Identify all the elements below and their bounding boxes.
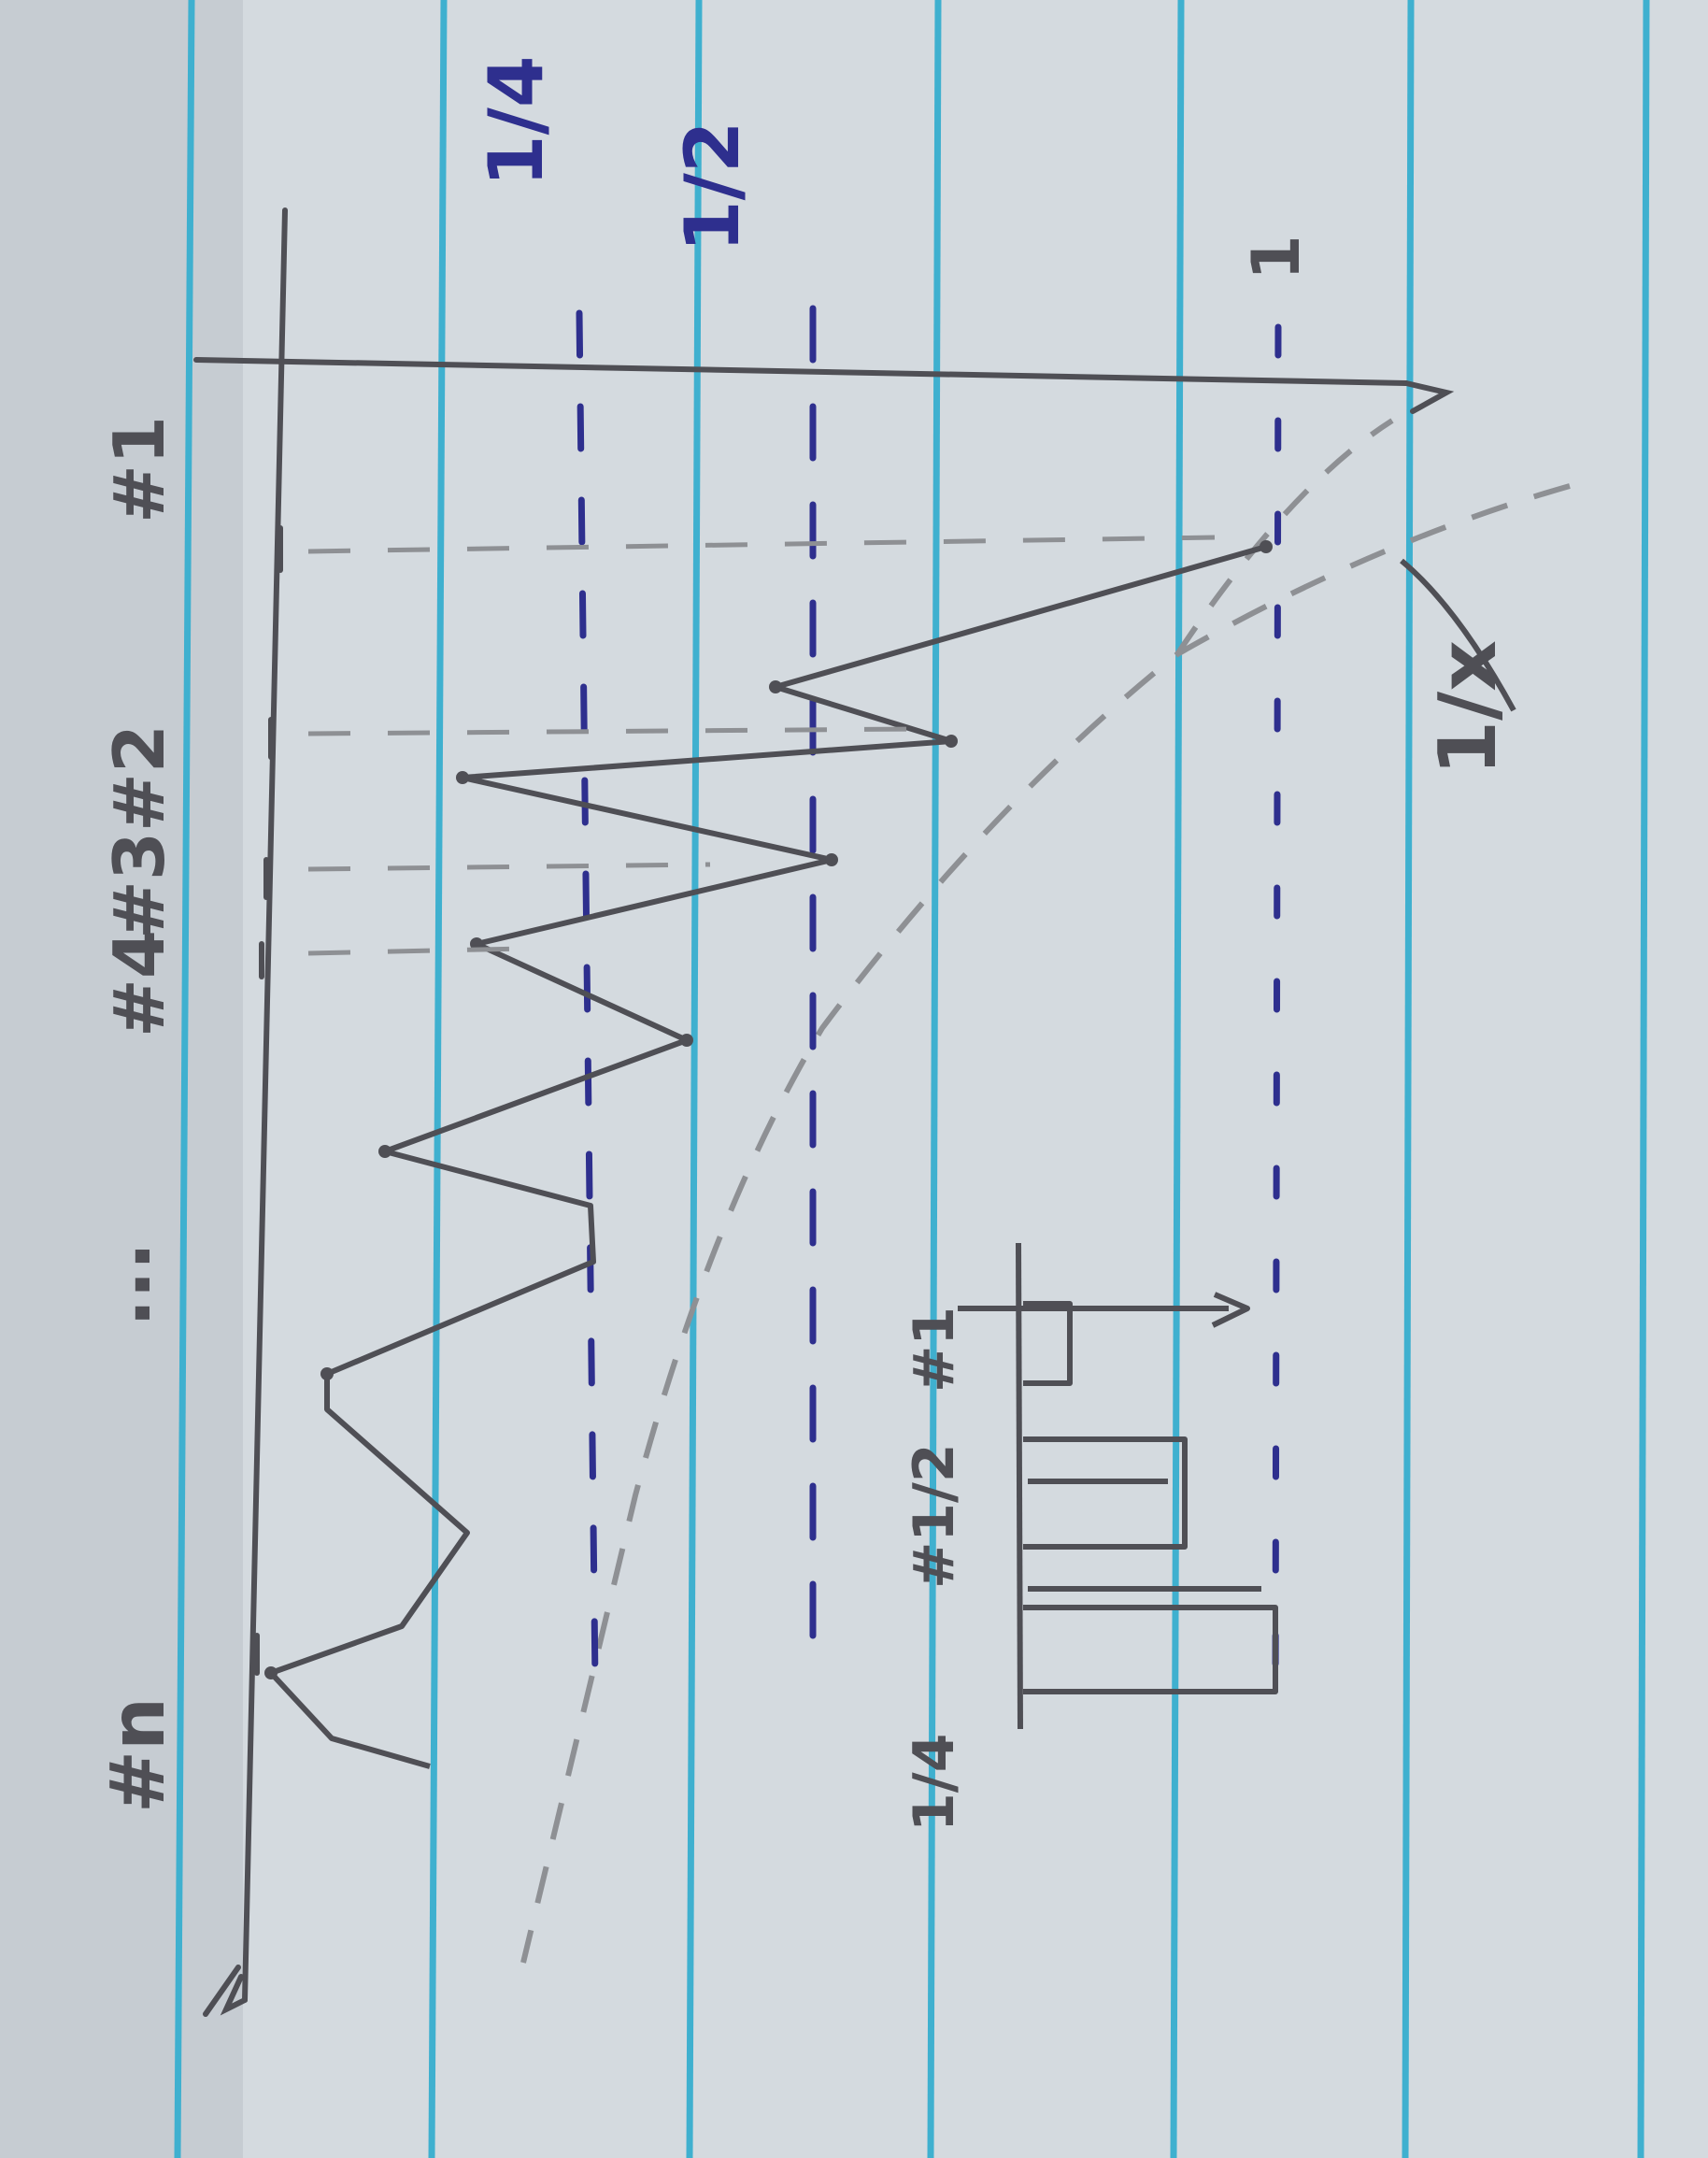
y-axis — [242, 207, 288, 2003]
label-curve: 1/x — [1422, 640, 1515, 776]
label-spike-4: #4 — [98, 930, 180, 1037]
one-over-x-upper — [1400, 558, 1516, 712]
label-inset-half: #1/2 — [902, 1443, 967, 1589]
y-axis-arrow — [220, 1974, 248, 2016]
inset-y-axis — [1016, 1242, 1023, 1730]
x-axis — [193, 357, 1409, 386]
ruled-lines — [174, 0, 1650, 2158]
label-spike-n: #n — [94, 1697, 181, 1813]
label-inset-1: #1 — [902, 1307, 967, 1393]
x-ticks — [254, 525, 283, 1676]
main-axes — [193, 207, 1455, 2017]
label-y-quarter: 1/4 — [473, 55, 560, 187]
label-y-half: 1/2 — [669, 121, 756, 252]
one-over-x-curve — [520, 483, 1571, 1964]
label-inset-quarter: 1/4 — [902, 1734, 967, 1832]
guide-dashes — [307, 535, 1216, 956]
one-over-x-tail — [1174, 418, 1394, 656]
inset-step-diagram — [958, 1242, 1278, 1730]
x-axis-arrow — [1403, 380, 1455, 414]
label-spike-3: #3 — [98, 832, 180, 939]
spike-points — [264, 540, 1273, 1679]
paper-shading — [0, 0, 243, 2158]
label-ellipsis: ... — [80, 1242, 167, 1327]
label-y-one: 1 — [1238, 235, 1315, 280]
label-spike-2: #2 — [98, 724, 180, 832]
ref-line-one — [1272, 323, 1282, 1705]
spike-curve — [268, 544, 1267, 1769]
label-spike-1: #1 — [98, 416, 180, 523]
